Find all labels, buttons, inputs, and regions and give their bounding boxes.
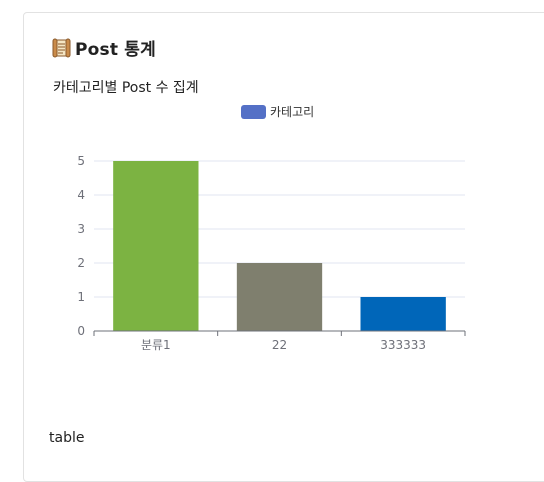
bar <box>113 161 199 331</box>
y-tick-label: 4 <box>77 188 85 202</box>
bar <box>236 263 323 331</box>
legend-label[interactable]: 카테고리 <box>270 105 314 119</box>
chart-title: 카테고리별 Post 수 집계 <box>53 80 199 96</box>
y-axis-ticks: 0 1 2 3 4 5 <box>77 154 85 338</box>
chart-legend[interactable]: 카테고리 <box>241 105 314 119</box>
bar <box>360 297 446 331</box>
table-label: table <box>49 430 85 446</box>
y-tick-label: 5 <box>77 154 85 168</box>
x-axis-ticks: 분류1 22 333333 <box>141 338 426 352</box>
x-tick-label: 333333 <box>380 338 426 352</box>
bar-chart: 카테고리 0 1 2 3 4 5 분류1 22 333333 <box>77 105 466 352</box>
x-tick-label: 22 <box>272 338 287 352</box>
bars <box>113 161 446 331</box>
y-tick-label: 2 <box>77 256 85 270</box>
card-header: Post 통계 <box>50 35 156 60</box>
y-tick-label: 3 <box>77 222 85 236</box>
legend-swatch[interactable] <box>241 105 266 119</box>
card-title: Post 통계 <box>75 40 156 60</box>
stats-card: Post 통계 카테고리별 Post 수 집계 table <box>23 12 544 482</box>
scroll-icon <box>52 38 71 57</box>
x-tick-label: 분류1 <box>141 338 171 352</box>
x-axis <box>93 330 466 336</box>
y-tick-label: 0 <box>77 324 85 338</box>
y-tick-label: 1 <box>77 290 85 304</box>
